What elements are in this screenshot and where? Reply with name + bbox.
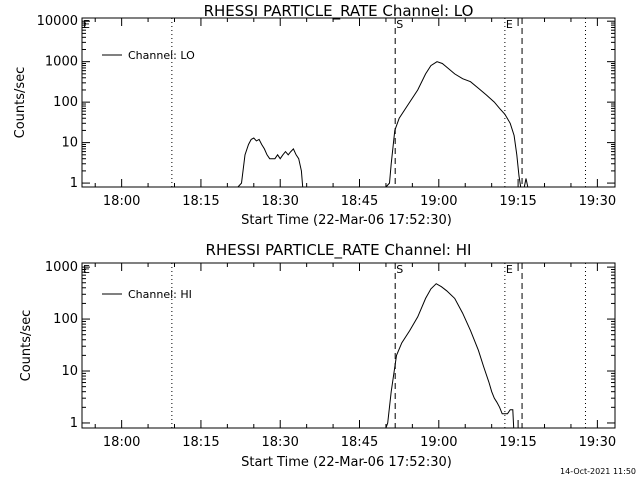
chart-title: RHESSI PARTICLE_RATE Channel: LO: [204, 2, 474, 21]
plot-frame: [81, 17, 616, 188]
x-tick-label: 19:00: [420, 194, 457, 209]
legend-label: Channel: HI: [128, 288, 192, 301]
y-tick-label: 10: [61, 364, 78, 379]
x-axis-label: Start Time (22-Mar-06 17:52:30): [241, 455, 452, 470]
chart-panel-lo: RHESSI PARTICLE_RATE Channel: LO Start Ti…: [13, 2, 616, 228]
event-marker-label: S: [396, 18, 403, 31]
chart-title: RHESSI PARTICLE_RATE Channel: HI: [206, 241, 472, 260]
event-marker-label: E: [83, 263, 90, 276]
x-tick-label: 19:30: [579, 435, 616, 450]
y-tick-label: 10: [61, 136, 78, 151]
y-tick-label: 100: [53, 312, 78, 327]
x-tick-label: 18:00: [103, 194, 140, 209]
series-line-segment: [385, 283, 515, 429]
x-tick-label: 18:45: [341, 435, 378, 450]
x-tick-label: 18:15: [182, 435, 219, 450]
x-axis-label: Start Time (22-Mar-06 17:52:30): [241, 213, 452, 228]
x-tick-label: 19:00: [420, 435, 457, 450]
y-tick-label: 1: [70, 176, 78, 191]
series-line-segment: [385, 61, 522, 188]
x-tick-label: 19:30: [579, 194, 616, 209]
series-line-segment: [237, 137, 304, 188]
plot-frame: [81, 262, 616, 429]
x-tick-label: 19:15: [499, 435, 536, 450]
x-tick-label: 18:00: [103, 435, 140, 450]
event-marker-label: E: [506, 263, 513, 276]
timestamp-footer: 14-Oct-2021 11:50: [560, 467, 636, 476]
x-tick-label: 19:15: [499, 194, 536, 209]
y-axis-label: Counts/sec: [19, 310, 34, 382]
x-tick-label: 18:45: [341, 194, 378, 209]
y-tick-label: 1: [70, 416, 78, 431]
x-tick-label: 18:30: [261, 194, 298, 209]
event-marker-label: E: [83, 18, 90, 31]
y-tick-label: 10000: [37, 14, 78, 29]
x-tick-label: 18:15: [182, 194, 219, 209]
chart-panel-hi: RHESSI PARTICLE_RATE Channel: HI Start Ti…: [19, 241, 616, 470]
event-marker-label: S: [396, 263, 403, 276]
x-tick-label: 18:30: [261, 435, 298, 450]
legend-label: Channel: LO: [128, 49, 195, 62]
y-axis-label: Counts/sec: [13, 67, 28, 139]
y-tick-label: 1000: [45, 55, 78, 70]
y-tick-label: 100: [53, 95, 78, 110]
event-marker-label: E: [506, 18, 513, 31]
series-line-segment: [523, 178, 529, 188]
y-tick-label: 1000: [45, 260, 78, 275]
